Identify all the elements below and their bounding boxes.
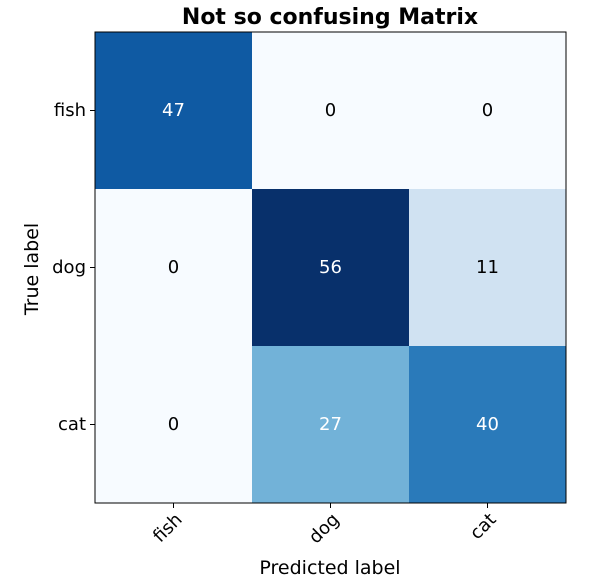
chart-title: Not so confusing Matrix: [182, 5, 478, 30]
cell-value-dog-fish: 0: [168, 257, 179, 278]
y-tick-label-fish: fish: [54, 100, 86, 121]
heatmap-cell-dog-fish: [95, 189, 253, 347]
cell-value-dog-dog: 56: [319, 257, 342, 278]
x-tick-label-dog: dog: [305, 509, 344, 548]
cell-value-dog-cat: 11: [476, 257, 499, 278]
heatmap-cell-cat-fish: [95, 346, 253, 504]
x-tick-labels: fish dog cat: [149, 509, 501, 548]
heatmap-cell-cat-cat: [409, 346, 567, 504]
cell-value-fish-fish: 47: [162, 100, 185, 121]
cell-value-cat-dog: 27: [319, 414, 342, 435]
cell-value-fish-dog: 0: [325, 100, 336, 121]
x-tick-label-fish: fish: [149, 509, 187, 547]
heatmap-cells: [95, 32, 567, 504]
heatmap-cell-fish-cat: [409, 32, 567, 190]
heatmap-cell-cat-dog: [252, 346, 410, 504]
heatmap-cell-labels: 47 0 0 0 56 11 0 27 40: [162, 100, 499, 435]
axis-ticks: [90, 110, 488, 508]
y-tick-labels: fish dog cat: [52, 100, 86, 435]
heatmap-cell-dog-dog: [252, 189, 410, 347]
y-axis-label: True label: [21, 223, 43, 316]
heatmap-cell-fish-fish: [95, 32, 253, 190]
cell-value-cat-cat: 40: [476, 414, 499, 435]
x-axis-label: Predicted label: [259, 557, 400, 579]
cell-value-cat-fish: 0: [168, 414, 179, 435]
cell-value-fish-cat: 0: [482, 100, 493, 121]
y-tick-label-cat: cat: [58, 414, 86, 435]
x-tick-label-cat: cat: [466, 509, 501, 544]
y-tick-label-dog: dog: [52, 257, 86, 278]
heatmap-cell-fish-dog: [252, 32, 410, 190]
heatmap-cell-dog-cat: [409, 189, 567, 347]
